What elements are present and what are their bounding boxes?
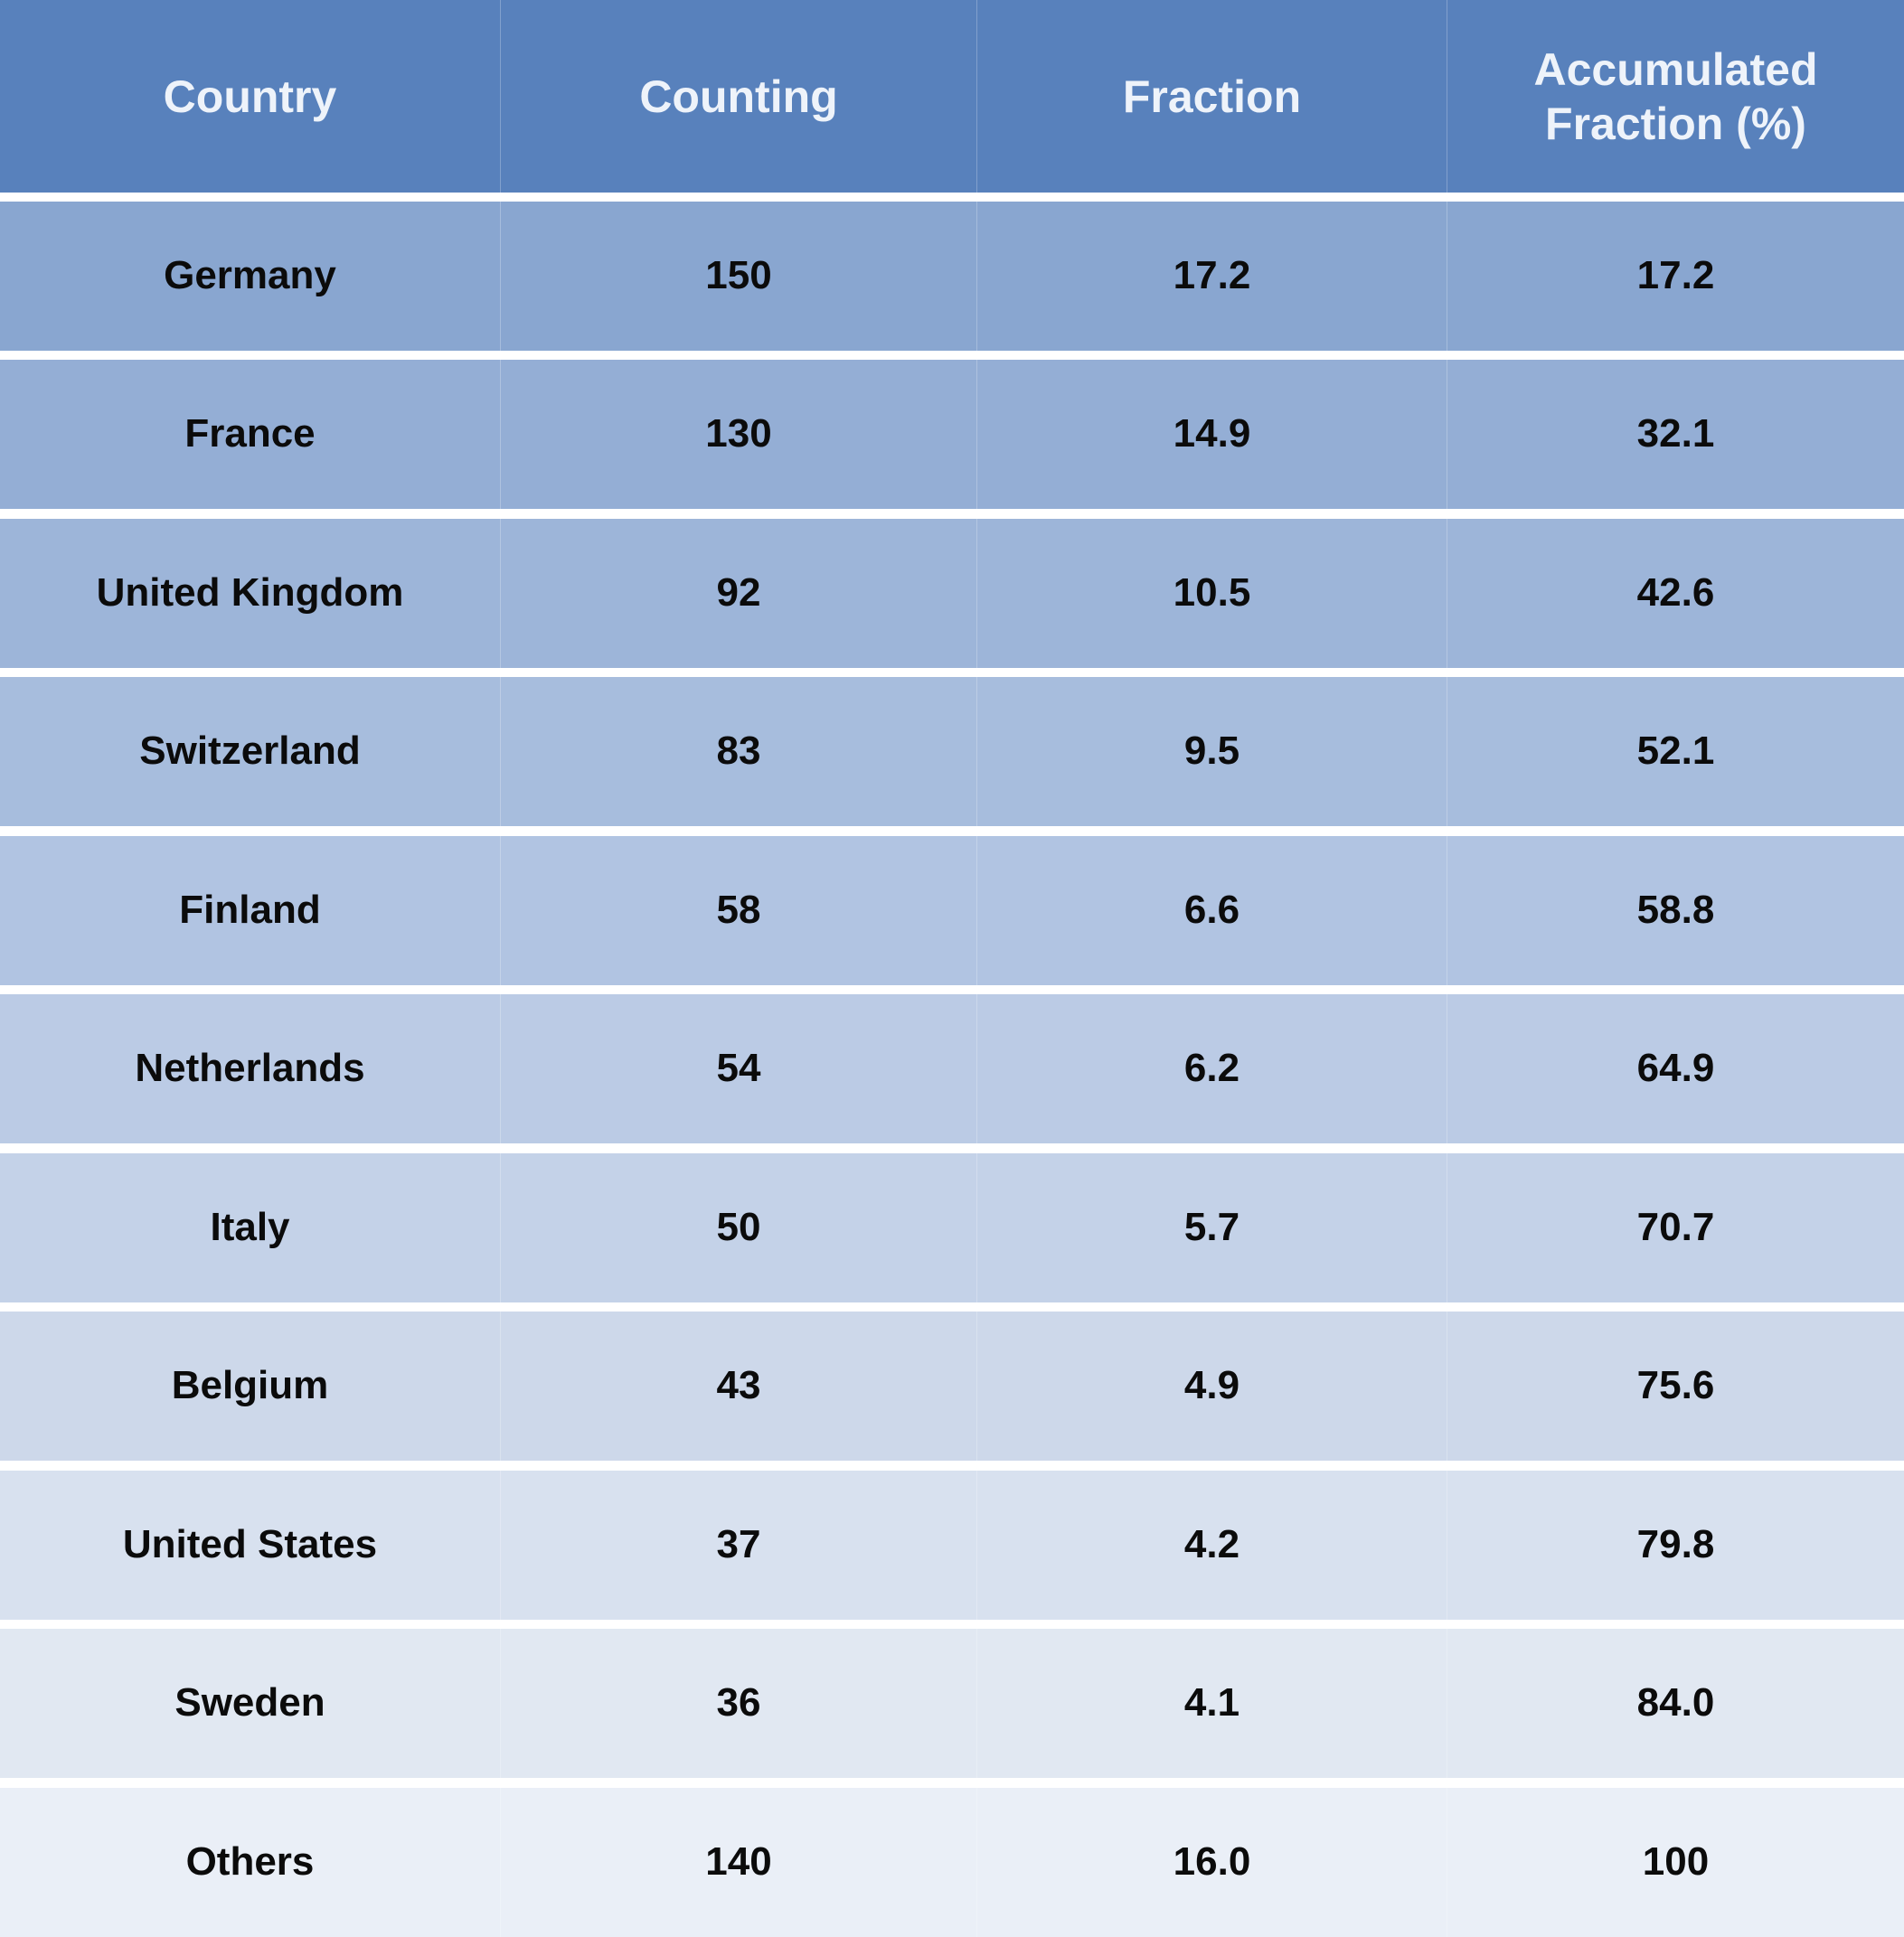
header-fraction: Fraction [976,0,1447,193]
table-row: United States 37 4.2 79.8 [0,1471,1904,1620]
cell-fraction: 10.5 [976,519,1447,668]
cell-fraction: 16.0 [976,1788,1447,1937]
cell-country: United Kingdom [96,570,404,616]
cell-counting: 37 [500,1471,976,1620]
cell-counting: 58 [500,836,976,985]
cell-fraction: 6.6 [976,836,1447,985]
cell-counting: 54 [500,994,976,1143]
cell-country: Italy [210,1205,290,1250]
cell-counting: 43 [500,1312,976,1461]
table-row: United Kingdom 92 10.5 42.6 [0,519,1904,668]
cell-fraction: 14.9 [976,360,1447,509]
table-row: Sweden 36 4.1 84.0 [0,1629,1904,1778]
cell-country: United States [122,1522,378,1567]
cell-counting: 150 [500,202,976,351]
table-row: Belgium 43 4.9 75.6 [0,1312,1904,1461]
cell-fraction: 4.2 [976,1471,1447,1620]
header-counting: Counting [500,0,976,193]
cell-fraction: 4.9 [976,1312,1447,1461]
cell-counting: 140 [500,1788,976,1937]
cell-country: Belgium [171,1363,329,1408]
cell-country: Netherlands [135,1046,365,1091]
table-header-row: Country Counting Fraction Accumulated Fr… [0,0,1904,193]
cell-accumulated-fraction: 84.0 [1447,1629,1904,1778]
cell-country: Others [185,1839,315,1885]
cell-counting: 92 [500,519,976,668]
table-row: Netherlands 54 6.2 64.9 [0,994,1904,1143]
cell-fraction: 9.5 [976,677,1447,826]
cell-accumulated-fraction: 70.7 [1447,1153,1904,1302]
cell-accumulated-fraction: 32.1 [1447,360,1904,509]
table-row: Italy 50 5.7 70.7 [0,1153,1904,1302]
cell-country: France [184,411,316,456]
cell-accumulated-fraction: 17.2 [1447,202,1904,351]
cell-fraction: 6.2 [976,994,1447,1143]
cell-fraction: 4.1 [976,1629,1447,1778]
cell-fraction: 5.7 [976,1153,1447,1302]
header-country: Country [163,71,337,122]
cell-counting: 50 [500,1153,976,1302]
cell-accumulated-fraction: 58.8 [1447,836,1904,985]
cell-accumulated-fraction: 75.6 [1447,1312,1904,1461]
cell-counting: 130 [500,360,976,509]
table-row: Finland 58 6.6 58.8 [0,836,1904,985]
table-row: Others 140 16.0 100 [0,1788,1904,1937]
table-row: Germany 150 17.2 17.2 [0,202,1904,351]
cell-country: Germany [164,253,336,298]
cell-fraction: 17.2 [976,202,1447,351]
table-row: France 130 14.9 32.1 [0,360,1904,509]
cell-country: Sweden [174,1680,325,1725]
cell-country: Finland [179,888,321,933]
header-accumulated-fraction: Accumulated Fraction (%) [1447,0,1904,193]
cell-accumulated-fraction: 100 [1447,1788,1904,1937]
cell-accumulated-fraction: 52.1 [1447,677,1904,826]
cell-accumulated-fraction: 79.8 [1447,1471,1904,1620]
cell-accumulated-fraction: 42.6 [1447,519,1904,668]
table-row: Switzerland 83 9.5 52.1 [0,677,1904,826]
cell-counting: 83 [500,677,976,826]
cell-accumulated-fraction: 64.9 [1447,994,1904,1143]
cell-country: Switzerland [139,729,361,774]
cell-counting: 36 [500,1629,976,1778]
